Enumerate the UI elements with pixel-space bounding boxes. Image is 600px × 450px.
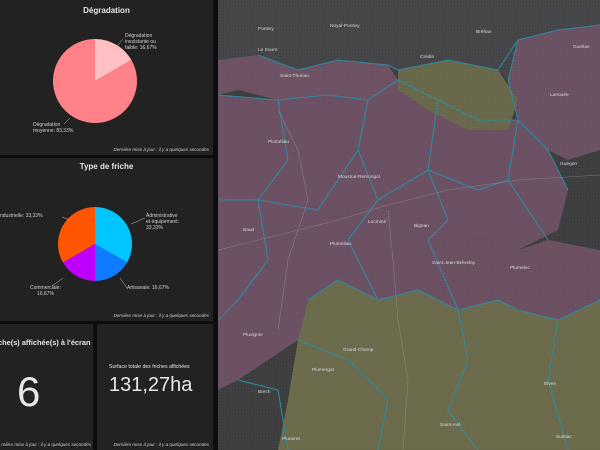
pie-slice-artisanale[interactable] (95, 244, 128, 281)
pie-slice-administrative-et-quipement[interactable] (95, 207, 133, 263)
map-label: Lanouée (550, 93, 569, 98)
map-label: Locminé (368, 220, 387, 225)
map-label: Saint-Avé (440, 423, 461, 428)
map-label: Bréhan (476, 30, 492, 35)
map-label: Le Sourn (258, 48, 278, 53)
map-label: Guégon (560, 162, 578, 167)
type-friche-panel: Type de friche ndustrielle: 33,33% Admin… (0, 158, 213, 321)
type-friche-footer: Dernière mise à jour : il y a quelques s… (113, 313, 210, 318)
map-label: Saint-Thuriau (280, 74, 309, 79)
map-label: Pluméliau (268, 140, 290, 145)
degradation-panel: Dégradation Dégradation inexistante ou f… (0, 0, 213, 155)
count-title: che(s) affichée(s) à l'écran (0, 338, 91, 347)
map-label: Sulniac (556, 435, 572, 440)
map-canvas[interactable] (218, 0, 600, 450)
degradation-label-medium: Dégradation moyenne: 83,33% (33, 122, 74, 134)
map-label: Baud (243, 228, 255, 233)
degradation-title: Dégradation (83, 6, 130, 15)
map-label: Brech (258, 390, 271, 395)
degradation-label-low: Dégradation inexistante ou faible: 16,67… (125, 33, 157, 51)
pie-slice-d-gradation-moyenne[interactable] (53, 39, 138, 124)
surface-title: Surface totale des friches affichées (109, 364, 190, 370)
map-label: Crédin (420, 55, 435, 60)
count-footer: rnière mise à jour : il y a quelques sec… (1, 442, 91, 447)
type-label-industrielle: ndustrielle: 33,33% (0, 213, 43, 219)
pie-leader-line (119, 277, 128, 289)
pie-leader-line (130, 217, 146, 225)
map-label: Bignan (414, 224, 429, 229)
type-label-commerciale: Commerciale: 16,67% (30, 285, 61, 297)
map-label: Plumergat (312, 368, 334, 373)
map-label: Elven (544, 382, 556, 387)
map-label: Grand-Champ (343, 348, 374, 353)
map-label: Pluméliau (330, 242, 352, 247)
type-label-artisanale: Artisanale: 16,67% (127, 285, 169, 291)
pie-slice-industrielle[interactable] (57, 207, 95, 263)
map-label: Saint-Jean-Brévelay (432, 261, 476, 266)
pie-slice-commerciale[interactable] (62, 244, 95, 281)
surface-footer: Dernière mise à jour : il y a quelques s… (113, 442, 210, 447)
degradation-footer: Dernière mise à jour : il y a quelques s… (113, 147, 210, 152)
map-label: Noyal-Pontivy (330, 24, 360, 29)
pie-leader-line (51, 277, 64, 287)
pie-slice-d-gradation-inexistante-ou-faible[interactable] (95, 39, 132, 81)
pie-leader-line (61, 216, 71, 221)
surface-value: 131,27ha (109, 374, 193, 396)
count-panel: che(s) affichée(s) à l'écran 6 rnière mi… (0, 324, 93, 450)
surface-panel: Surface totale des friches affichées 131… (97, 324, 213, 450)
map-label: Plumelec (510, 266, 530, 271)
pie-leader-line (63, 117, 71, 125)
type-friche-pie-chart[interactable] (0, 158, 213, 321)
map-view[interactable]: Pontivy Noyal-Pontivy Bréhan Le Sourn Gu… (218, 0, 600, 450)
degradation-pie-chart[interactable] (0, 0, 213, 155)
pie-leader-line (116, 38, 124, 53)
type-friche-title: Type de friche (79, 162, 134, 171)
map-label: Gueltas (573, 45, 590, 50)
count-value: 6 (17, 368, 41, 415)
map-label: Pluvigner (243, 333, 263, 338)
type-label-administrative: Administrative et équipement: 33,33% (146, 213, 180, 231)
map-label: Pluneret (282, 437, 300, 442)
map-label: Moustoir-Remungol (338, 175, 380, 180)
map-label: Pontivy (258, 27, 274, 32)
